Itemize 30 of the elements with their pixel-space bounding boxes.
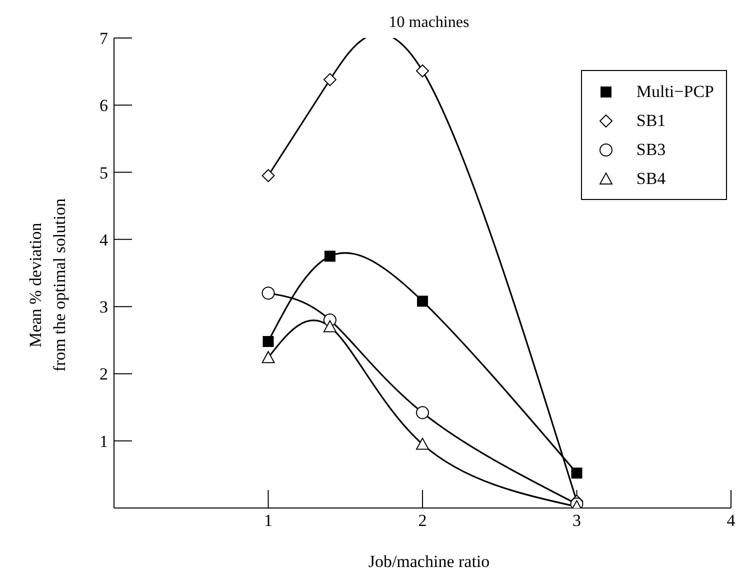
point	[262, 169, 275, 182]
point	[323, 320, 336, 332]
x-tick-label: 1	[264, 511, 272, 530]
y-tick-label: 2	[100, 364, 108, 384]
x-tick-label: 2	[418, 511, 427, 530]
point	[416, 406, 429, 420]
y-axis-title: Mean % deviation from the optimal solution	[25, 197, 70, 374]
x-tick-label: 4	[726, 511, 736, 530]
x-tick-label: 3	[572, 511, 581, 530]
legend-label: SB1	[636, 110, 666, 130]
x-axis-title: Job/machine ratio	[367, 552, 491, 572]
y-tick-label: 6	[100, 96, 108, 116]
y-tick-label: 5	[100, 163, 108, 182]
point	[324, 250, 336, 262]
point	[262, 286, 275, 300]
y-tick-label: 1	[100, 432, 108, 451]
point	[323, 73, 336, 86]
chart-title: 10 machines	[388, 14, 470, 32]
point	[416, 64, 429, 78]
y-tick-label: 3	[100, 298, 108, 317]
y-tick-label: 4	[100, 230, 108, 250]
point	[416, 438, 429, 450]
point	[262, 336, 274, 347]
legend-label: Multi−PCP	[636, 82, 714, 102]
point	[262, 351, 275, 364]
y-tick-label: 7	[100, 29, 108, 48]
legend-label: SB4	[636, 168, 666, 188]
legend-label: SB3	[636, 140, 666, 160]
point	[571, 468, 582, 479]
point	[417, 296, 428, 307]
